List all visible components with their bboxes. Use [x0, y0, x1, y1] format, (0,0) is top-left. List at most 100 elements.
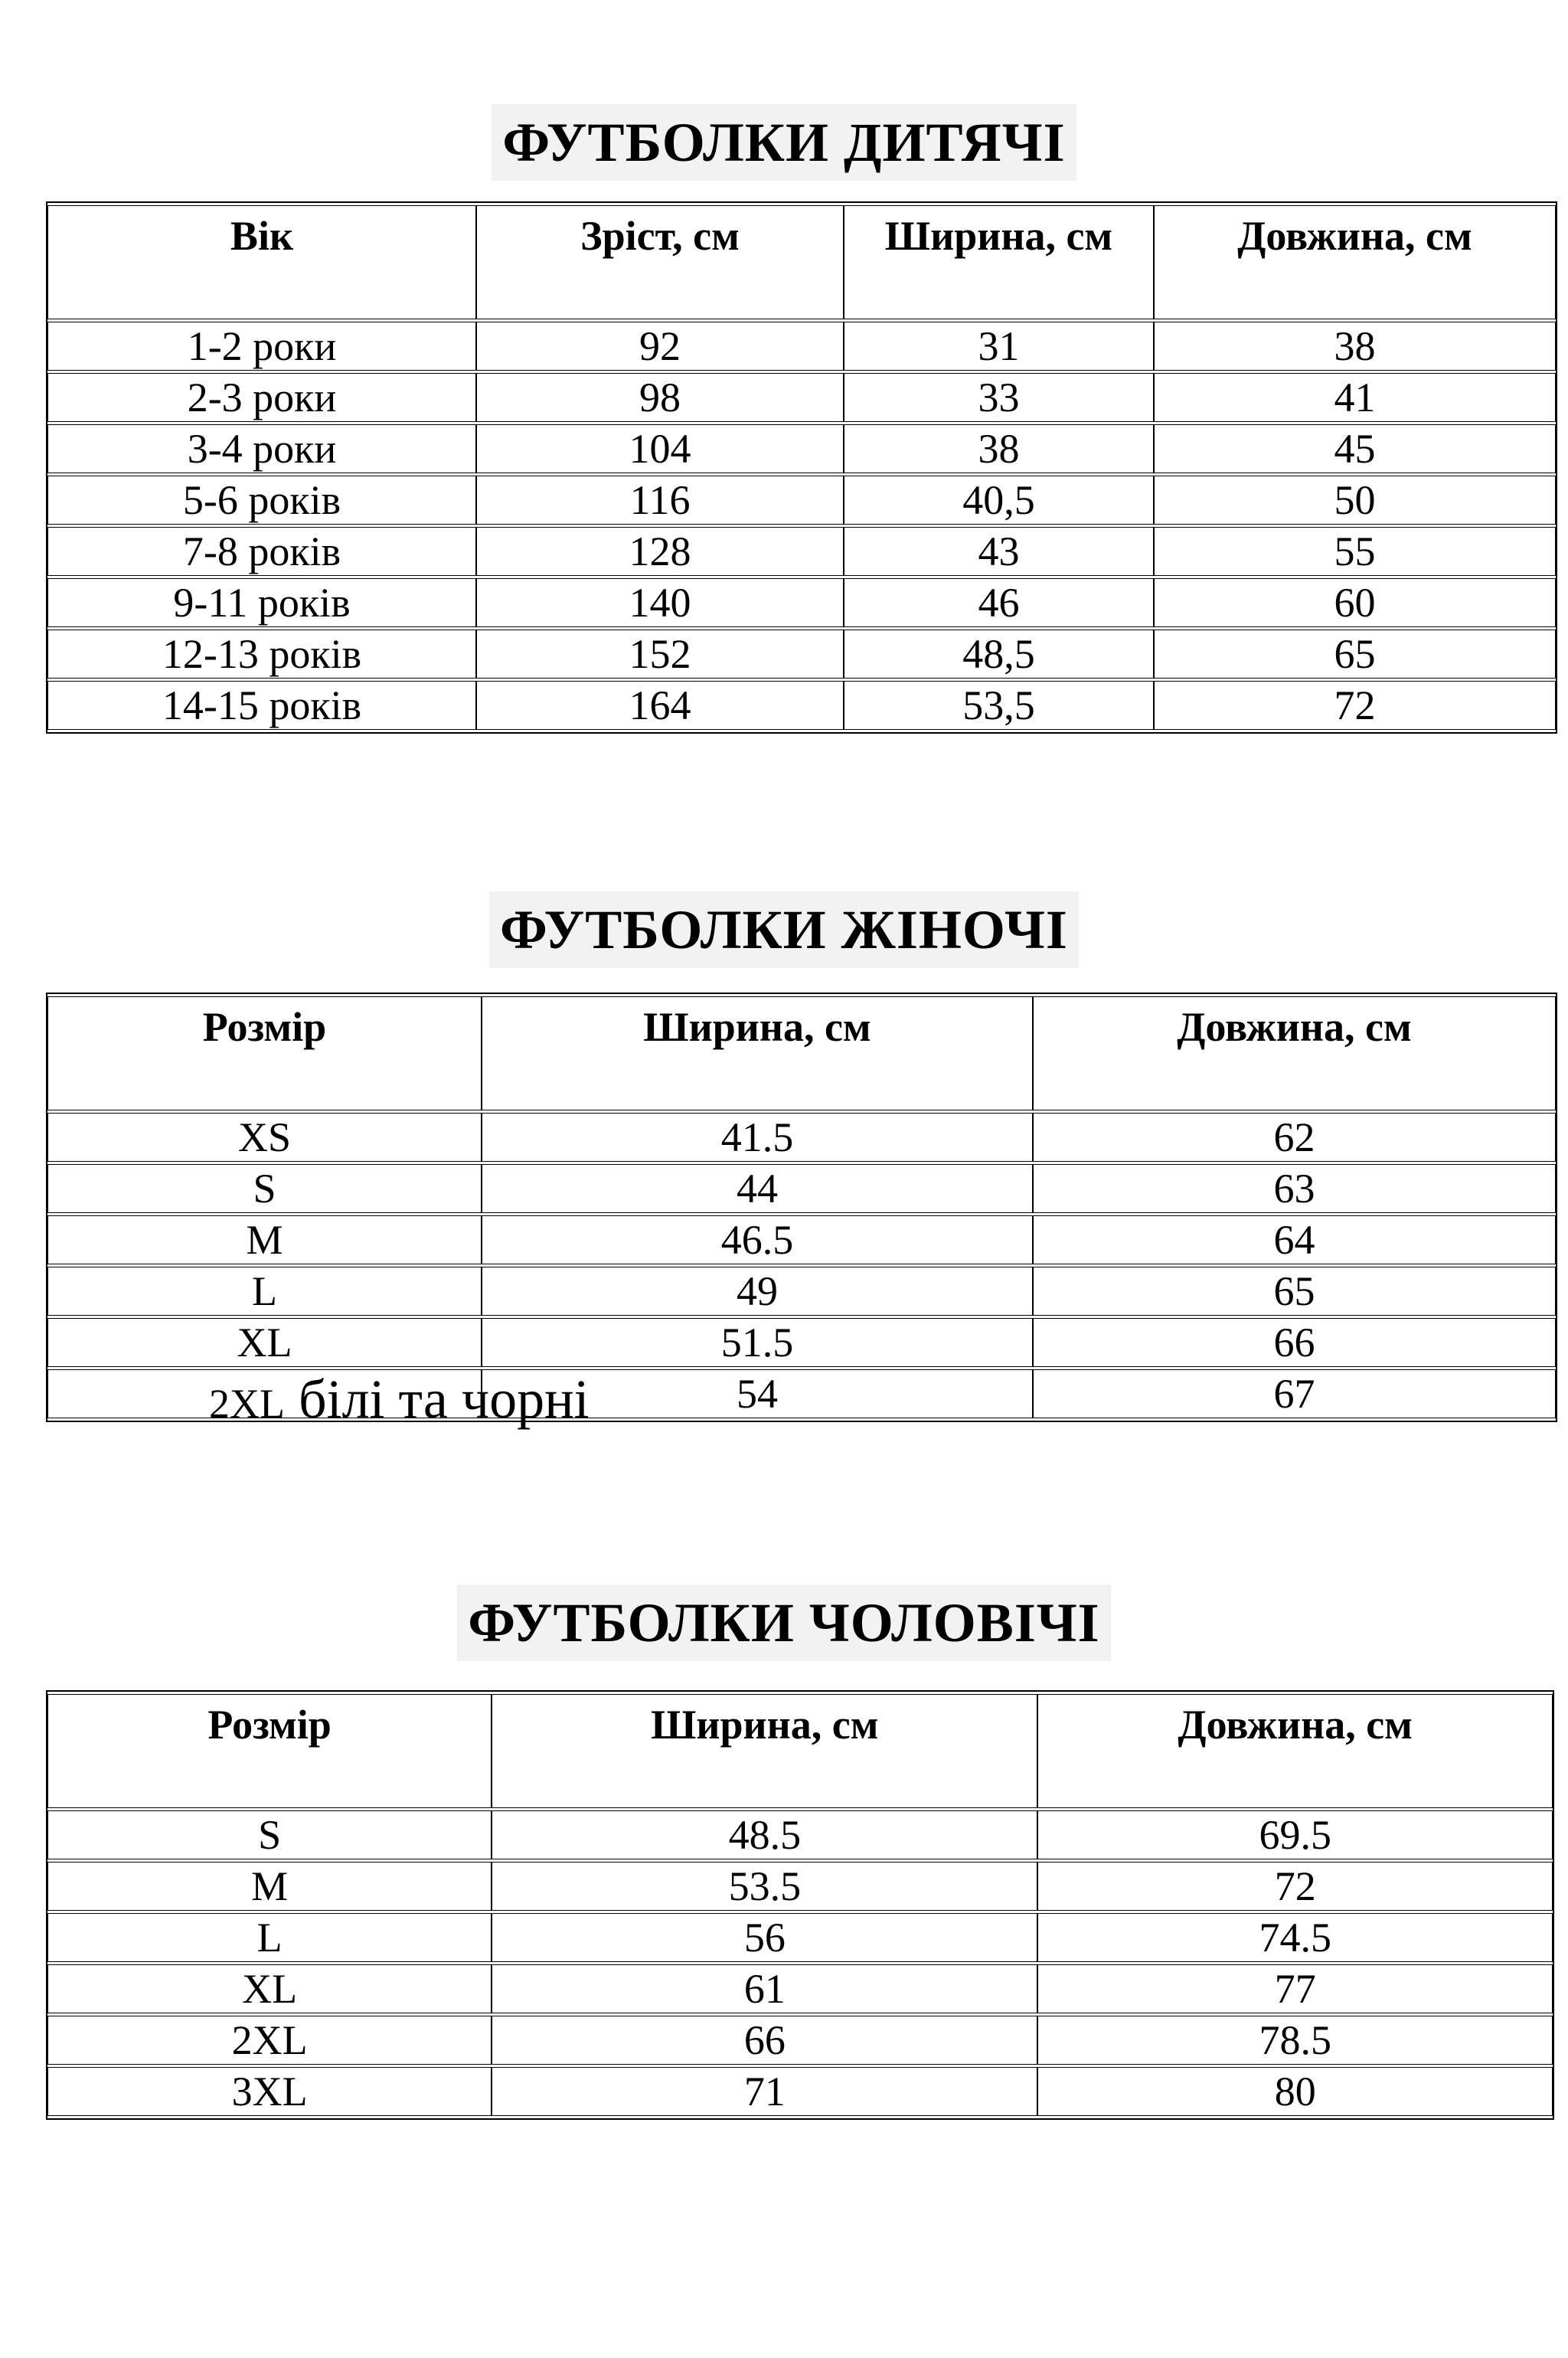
table-cell: 54	[482, 1369, 1033, 1418]
table-cell: 66	[1033, 1318, 1556, 1367]
table-header-row: Розмір Ширина, см Довжина, см	[47, 996, 1556, 1110]
section-title: ФУТБОЛКИ ДИТЯЧІ	[492, 104, 1076, 181]
table-cell: 2-3 роки	[47, 373, 476, 422]
table-row: 3XL 71 80	[47, 2067, 1553, 2116]
table-cell: 66	[492, 2016, 1038, 2065]
table-cell: M	[47, 1862, 492, 1911]
table-cell: XS	[47, 1113, 482, 1162]
table-row: XL 51.5 66	[47, 1318, 1556, 1367]
table-row: 14-15 років 164 53,5 72	[47, 681, 1556, 730]
color-note: білі та чорні	[284, 1369, 590, 1430]
table-cell: XL	[47, 1964, 492, 2013]
table-cell: 51.5	[482, 1318, 1033, 1367]
table-cell: XL	[47, 1318, 482, 1367]
table-row-special: 2XL білі та чорні 54 67	[47, 1369, 1556, 1427]
children-size-table: Вік Зріст, см Ширина, см Довжина, см 1-2…	[46, 201, 1557, 734]
table-cell: 12-13 років	[47, 630, 476, 679]
table-cell: 50	[1154, 476, 1556, 525]
table-cell: 62	[1033, 1113, 1556, 1162]
column-header-height: Зріст, см	[476, 205, 844, 319]
table-cell: 65	[1154, 630, 1556, 679]
section-men-tshirts: ФУТБОЛКИ ЧОЛОВІЧІ Розмір Ширина, см Довж…	[0, 1585, 1568, 2120]
table-cell: 152	[476, 630, 844, 679]
table-cell: 3-4 роки	[47, 424, 476, 473]
column-header-size: Розмір	[47, 1694, 492, 1808]
women-size-table: Розмір Ширина, см Довжина, см XS 41.5 62…	[46, 993, 1557, 1427]
table-row: 1-2 роки 92 31 38	[47, 322, 1556, 371]
table-header-row: Розмір Ширина, см Довжина, см	[47, 1694, 1553, 1808]
table-cell: 43	[844, 527, 1154, 576]
table-cell: 67	[1033, 1369, 1556, 1418]
section-title: ФУТБОЛКИ ЧОЛОВІЧІ	[457, 1585, 1111, 1661]
column-header-size: Розмір	[47, 996, 482, 1110]
table-cell: 14-15 років	[47, 681, 476, 730]
table-cell: 46	[844, 578, 1154, 627]
table-cell: 55	[1154, 527, 1556, 576]
table-row: 12-13 років 152 48,5 65	[47, 630, 1556, 679]
table-cell: 9-11 років	[47, 578, 476, 627]
section-title-row: ФУТБОЛКИ ДИТЯЧІ	[0, 0, 1568, 181]
table-row: XL 61 77	[47, 1964, 1553, 2013]
section-women-tshirts: ФУТБОЛКИ ЖІНОЧІ Розмір Ширина, см Довжин…	[0, 891, 1568, 1427]
table-cell: 78.5	[1037, 2016, 1553, 2065]
table-cell: 63	[1033, 1164, 1556, 1213]
table-cell: 164	[476, 681, 844, 730]
table-cell: 64	[1033, 1215, 1556, 1264]
section-title-row: ФУТБОЛКИ ЖІНОЧІ	[0, 891, 1568, 968]
size-note-overflow-text: 2XL білі та чорні	[209, 1372, 590, 1427]
table-row: M 53.5 72	[47, 1862, 1553, 1911]
table-cell: 53.5	[492, 1862, 1038, 1911]
table-cell: 65	[1033, 1267, 1556, 1316]
table-cell: M	[47, 1215, 482, 1264]
table-row: 9-11 років 140 46 60	[47, 578, 1556, 627]
table-cell: 71	[492, 2067, 1038, 2116]
table-cell: 7-8 років	[47, 527, 476, 576]
table-cell: 38	[844, 424, 1154, 473]
table-header-row: Вік Зріст, см Ширина, см Довжина, см	[47, 205, 1556, 319]
table-cell: 41.5	[482, 1113, 1033, 1162]
column-header-length: Довжина, см	[1154, 205, 1556, 319]
table-cell: 53,5	[844, 681, 1154, 730]
table-row: S 44 63	[47, 1164, 1556, 1213]
table-cell: 48.5	[492, 1810, 1038, 1859]
table-cell: 48,5	[844, 630, 1154, 679]
table-cell: 1-2 роки	[47, 322, 476, 371]
column-header-age: Вік	[47, 205, 476, 319]
table-cell: 5-6 років	[47, 476, 476, 525]
table-cell: L	[47, 1913, 492, 1962]
table-row: L 49 65	[47, 1267, 1556, 1316]
table-cell: 61	[492, 1964, 1038, 2013]
table-cell: 72	[1154, 681, 1556, 730]
table-row: XS 41.5 62	[47, 1113, 1556, 1162]
table-cell: 69.5	[1037, 1810, 1553, 1859]
table-cell: 98	[476, 373, 844, 422]
column-header-length: Довжина, см	[1037, 1694, 1553, 1808]
table-row: M 46.5 64	[47, 1215, 1556, 1264]
section-title: ФУТБОЛКИ ЖІНОЧІ	[489, 891, 1079, 968]
table-cell: 77	[1037, 1964, 1553, 2013]
table-cell-size-note: 2XL білі та чорні	[47, 1369, 590, 1427]
table-row: 2XL 66 78.5	[47, 2016, 1553, 2065]
table-cell: 41	[1154, 373, 1556, 422]
table-cell: 104	[476, 424, 844, 473]
table-row: L 56 74.5	[47, 1913, 1553, 1962]
table-row: 3-4 роки 104 38 45	[47, 424, 1556, 473]
table-row: S 48.5 69.5	[47, 1810, 1553, 1859]
table-cell: 44	[482, 1164, 1033, 1213]
table-cell: 49	[482, 1267, 1033, 1316]
column-header-length: Довжина, см	[1033, 996, 1556, 1110]
table-cell: 40,5	[844, 476, 1154, 525]
column-header-width: Ширина, см	[844, 205, 1154, 319]
table-cell: L	[47, 1267, 482, 1316]
table-cell: 128	[476, 527, 844, 576]
table-cell: 56	[492, 1913, 1038, 1962]
table-cell: 92	[476, 322, 844, 371]
table-cell: S	[47, 1810, 492, 1859]
table-cell: 80	[1037, 2067, 1553, 2116]
table-cell: 38	[1154, 322, 1556, 371]
table-cell: 45	[1154, 424, 1556, 473]
table-cell: 74.5	[1037, 1913, 1553, 1962]
table-row: 7-8 років 128 43 55	[47, 527, 1556, 576]
men-size-table: Розмір Ширина, см Довжина, см S 48.5 69.…	[46, 1690, 1554, 2120]
